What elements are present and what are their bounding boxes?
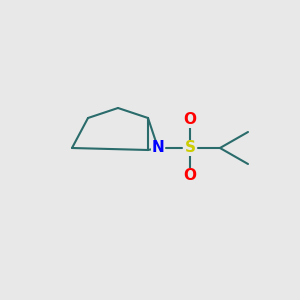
Text: O: O — [184, 169, 196, 184]
Text: O: O — [184, 112, 196, 128]
Text: S: S — [184, 140, 196, 155]
Text: N: N — [152, 140, 164, 155]
